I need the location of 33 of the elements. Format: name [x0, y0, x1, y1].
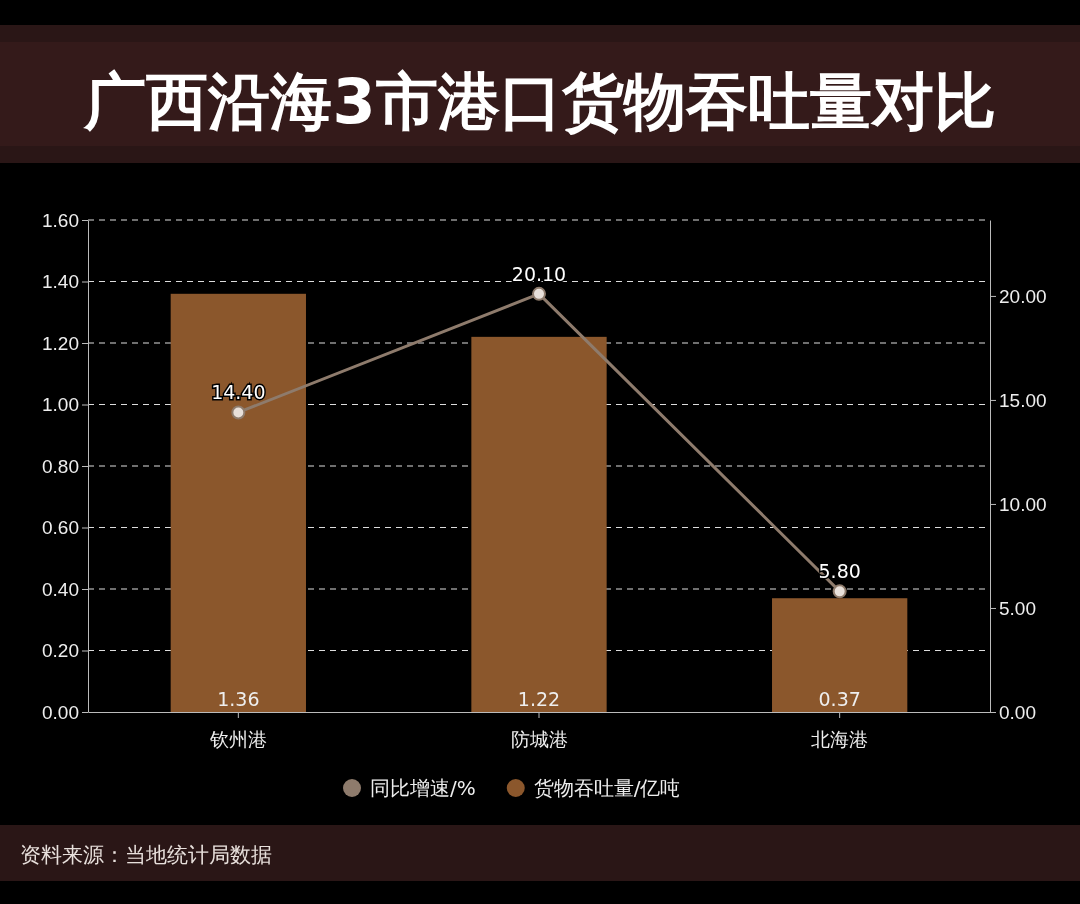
data-label: 20.10	[511, 262, 567, 285]
y-tick-label: 0.80	[42, 455, 79, 477]
bar	[471, 336, 607, 712]
data-label: 0.37	[818, 688, 861, 710]
data-label: 5.80	[818, 560, 861, 583]
y2-tick-label: 15.00	[999, 389, 1047, 411]
legend-label: 同比增速/%	[370, 776, 476, 800]
y-tick-label: 0.00	[42, 701, 79, 723]
y-tick-label: 1.60	[42, 209, 79, 231]
point	[231, 405, 246, 420]
bar	[170, 293, 306, 712]
y2-tick-label: 20.00	[999, 285, 1047, 307]
data-label: 1.22	[517, 688, 561, 710]
bar	[772, 598, 908, 712]
y-tick-label: 1.20	[42, 332, 79, 354]
point	[832, 584, 847, 599]
y-tick-label: 0.20	[42, 640, 79, 662]
legend-label: 货物吞吐量/亿吨	[533, 776, 681, 800]
y2-tick-label: 5.00	[999, 597, 1036, 619]
chart-title: 广西沿海3市港口货物吞吐量对比	[83, 65, 996, 138]
y-tick-label: 1.00	[42, 394, 79, 416]
text: 资料来源：当地统计局数据	[20, 843, 272, 867]
y-tick-label: 1.40	[42, 271, 79, 293]
y2-tick-label: 0.00	[999, 701, 1036, 723]
y2-tick-label: 10.00	[999, 493, 1047, 515]
x-tick-label: 北海港	[811, 728, 869, 750]
y-tick-label: 0.60	[42, 517, 79, 539]
point	[532, 286, 546, 301]
x-tick-label: 防城港	[510, 728, 568, 750]
y-tick-label: 0.40	[42, 578, 79, 600]
data-label: 1.36	[217, 688, 260, 710]
x-tick-label: 钦州港	[208, 728, 267, 750]
data-label: 14.40	[211, 381, 266, 404]
